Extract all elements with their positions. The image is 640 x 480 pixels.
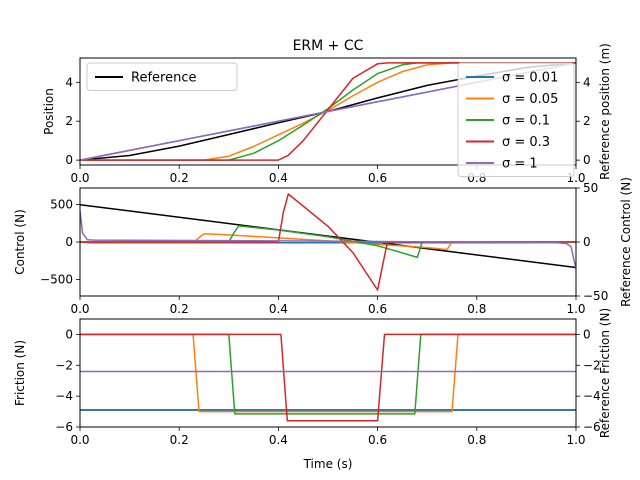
- y-tick-label: −2: [55, 358, 73, 372]
- x-axis-label: Time (s): [303, 457, 353, 471]
- y-tick-label: 2: [65, 114, 73, 128]
- x-tick-label: 0.8: [467, 302, 486, 316]
- y-tick-label: −6: [55, 420, 73, 434]
- x-tick-label: 0.2: [170, 433, 189, 447]
- y-right-tick-label: 0: [583, 327, 591, 341]
- x-tick-label: 0.0: [70, 302, 89, 316]
- x-tick-label: 1.0: [566, 302, 585, 316]
- legend-label: σ = 0.01: [502, 71, 558, 86]
- y-right-tick-label: −2: [583, 358, 601, 372]
- y-right-tick-label: 2: [583, 114, 591, 128]
- y-tick-label: −500: [40, 273, 73, 287]
- legend-label: σ = 0.3: [502, 135, 550, 150]
- y-tick-label: −4: [55, 389, 73, 403]
- y-right-axis-label: Reference Control (N): [619, 177, 633, 307]
- y-right-tick-label: −4: [583, 389, 601, 403]
- y-tick-label: 0: [65, 235, 73, 249]
- x-tick-label: 0.2: [170, 302, 189, 316]
- y-right-tick-label: −6: [583, 420, 601, 434]
- plot-frame: [79, 318, 577, 428]
- x-tick-label: 0.6: [368, 433, 387, 447]
- series-line-1: [80, 210, 576, 270]
- legend-box: [86, 62, 238, 91]
- legend-sigma: σ = 0.01 σ = 0.05 σ = 0.1 σ = 0.3 σ = 1: [457, 62, 575, 177]
- x-tick-label: 0.8: [467, 433, 486, 447]
- y-axis-label: Control (N): [13, 209, 27, 275]
- legend-label: σ = 0.05: [502, 92, 558, 107]
- y-tick-label: 500: [50, 198, 73, 212]
- series-group: [80, 193, 576, 291]
- control-panel: 0.0 0.2 0.4 0.6 0.8 1.0−5000500−50050Control …: [13, 177, 633, 316]
- x-tick-label: 1.0: [566, 433, 585, 447]
- y-tick-label: 0: [65, 327, 73, 341]
- x-tick-label: 0.6: [368, 171, 387, 185]
- series-line-0-3: [80, 193, 576, 291]
- series-group: [80, 333, 576, 422]
- chart-title: ERM + CC: [293, 38, 364, 54]
- series-line-0-1: [80, 225, 576, 259]
- x-tick-label: 0.4: [269, 433, 288, 447]
- y-axis-label: Friction (N): [13, 340, 27, 406]
- legend-label: Reference: [131, 71, 196, 86]
- x-tick-label: 0.6: [368, 302, 387, 316]
- y-right-tick-label: −50: [583, 289, 608, 303]
- series-line-0-3: [80, 333, 576, 422]
- x-tick-label: 0.4: [269, 302, 288, 316]
- x-tick-label: 0.0: [70, 433, 89, 447]
- plot-frame: [79, 57, 577, 166]
- series-line-0-05: [80, 233, 576, 251]
- legend-box: [457, 62, 575, 177]
- legend-label: σ = 1: [502, 157, 538, 172]
- x-tick-label: 0.0: [70, 171, 89, 185]
- legend-label: σ = 0.1: [502, 114, 550, 129]
- y-axis-label: Position: [42, 88, 56, 135]
- y-tick-label: 4: [65, 75, 73, 89]
- friction-panel: 0.0 0.2 0.4 0.6 0.8 1.0−6−4−20−6−4−20Friction…: [13, 308, 612, 471]
- series-line-0-1: [80, 333, 576, 415]
- x-tick-label: 0.2: [170, 171, 189, 185]
- y-right-tick-label: 0: [583, 235, 591, 249]
- y-right-tick-label: 0: [583, 153, 591, 167]
- y-tick-label: 0: [65, 153, 73, 167]
- y-right-axis-label: Reference position (m): [598, 43, 612, 180]
- y-right-tick-label: 50: [583, 181, 598, 195]
- series-line-0-05: [80, 333, 576, 413]
- x-tick-label: 0.4: [269, 171, 288, 185]
- y-right-axis-label: Reference Friction (N): [598, 308, 612, 438]
- y-right-tick-label: 4: [583, 75, 591, 89]
- legend-reference: Reference: [86, 62, 238, 91]
- series-line-0-3: [80, 62, 576, 161]
